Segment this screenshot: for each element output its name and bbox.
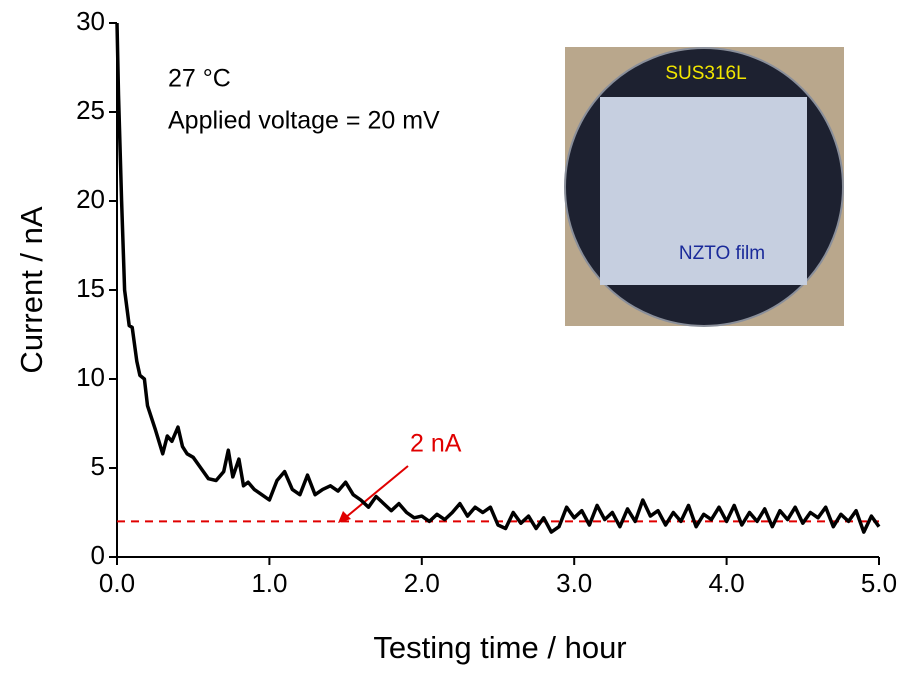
- y-tick-label: 5: [91, 451, 105, 481]
- y-tick-label: 20: [76, 184, 105, 214]
- y-tick-label: 25: [76, 95, 105, 125]
- x-tick-label: 1.0: [251, 568, 287, 598]
- x-tick-label: 5.0: [861, 568, 897, 598]
- x-axis-title: Testing time / hour: [373, 630, 626, 665]
- x-tick-label: 0.0: [99, 568, 135, 598]
- inset-label: SUS316L: [665, 63, 746, 84]
- inset-photo: SUS316L NZTO film: [564, 47, 844, 327]
- annotation: Applied voltage = 20 mV: [168, 107, 440, 135]
- y-tick-label: 10: [76, 362, 105, 392]
- y-axis-title: Current / nA: [14, 206, 49, 373]
- film-square: [600, 97, 807, 285]
- y-tick-label: 15: [76, 273, 105, 303]
- x-tick-label: 3.0: [556, 568, 592, 598]
- arrow-head: [338, 511, 351, 523]
- x-tick-label: 4.0: [709, 568, 745, 598]
- x-tick-label: 2.0: [404, 568, 440, 598]
- data-line: [115, 22, 881, 534]
- inset-label: NZTO film: [679, 243, 765, 264]
- annotation-arrow: [344, 465, 409, 519]
- annotation: 27 °C: [168, 65, 231, 93]
- annotation: 2 nA: [410, 430, 462, 458]
- y-tick-label: 0: [91, 540, 105, 570]
- y-tick-label: 30: [76, 6, 105, 36]
